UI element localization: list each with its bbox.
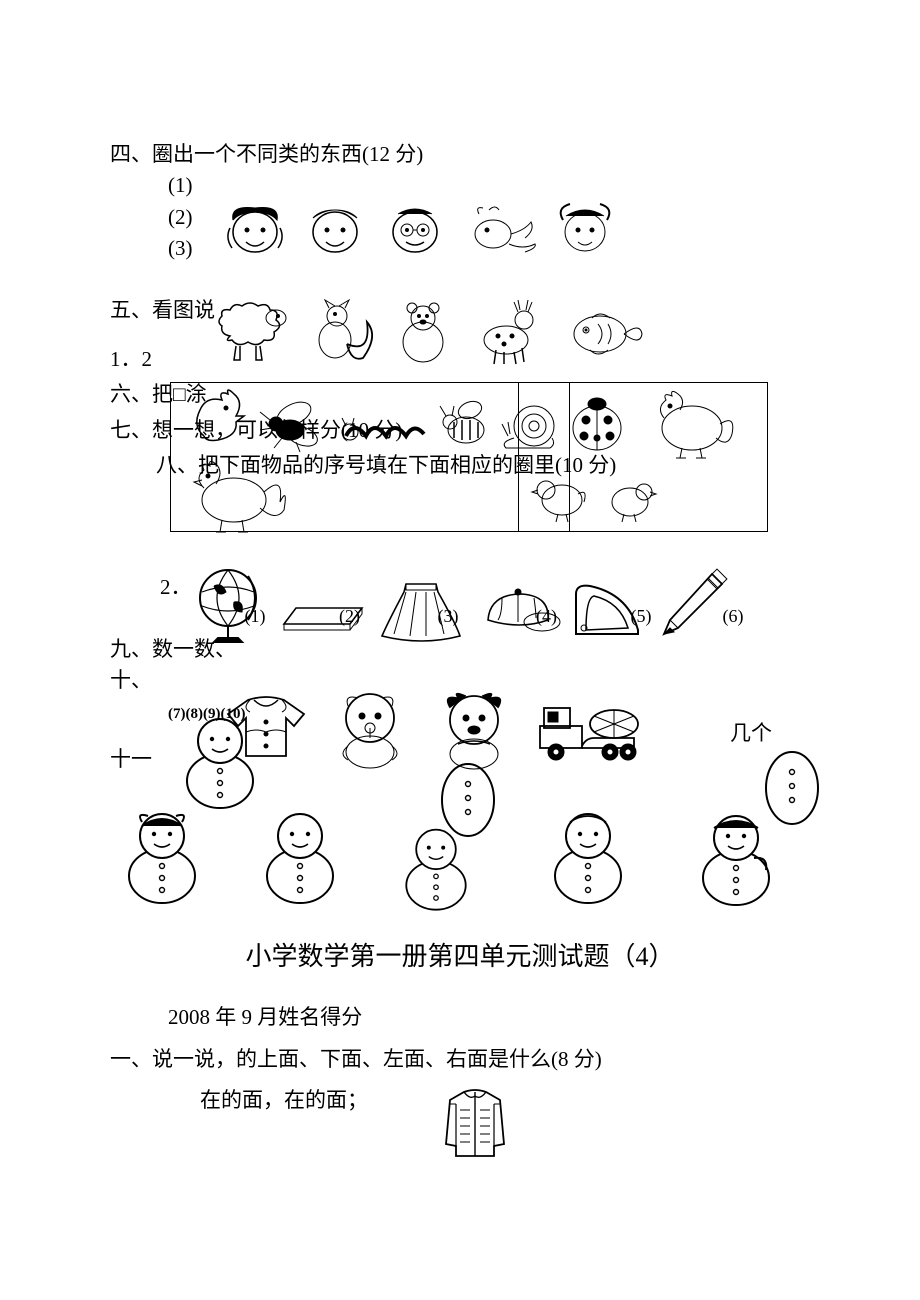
q8-label-6: (6)	[691, 604, 776, 629]
s1-heading: 一、说一说，的上面、下面、左面、右面是什么(8 分)	[110, 1045, 810, 1074]
q8-label-5: (5)	[596, 604, 686, 629]
illustration-layer	[110, 170, 810, 970]
q6-heading: 六、把□涂	[110, 380, 810, 409]
q10-heading: 十、	[110, 666, 810, 695]
q11-heading: 十一	[110, 745, 810, 774]
q8-heading: 八、把下面物品的序号填在下面相应的圈里(10 分)	[110, 451, 810, 480]
q4-item-2: (2)	[110, 203, 810, 232]
q4-item-3: (3)	[110, 234, 810, 263]
q5-heading: 五、看图说	[110, 296, 810, 325]
q8-label-3: (3)	[399, 604, 497, 629]
q4-item-1: (1)	[110, 171, 810, 200]
q8-label-4: (4)	[502, 604, 592, 629]
q10-more: (7)(8)(9)(10)	[110, 704, 810, 725]
q8-label-1: (1)	[210, 604, 300, 629]
q8-labels-row: (1) (2) (3) (4) (5) (6)	[110, 604, 810, 629]
q9-heading: 九、数一数、	[110, 635, 810, 664]
q8-label-2: (2)	[305, 604, 395, 629]
q8-sub: 2．	[110, 573, 810, 602]
test-meta: 2008 年 9 月姓名得分	[110, 1003, 810, 1032]
q5-sub: 1．2	[110, 345, 810, 374]
s1-sub: 在的面，在的面；	[110, 1086, 810, 1115]
q4-heading: 四、圈出一个不同类的东西(12 分)	[110, 140, 810, 169]
q7-heading: 七、想一想，可以怎样分(10 分)	[110, 416, 810, 445]
